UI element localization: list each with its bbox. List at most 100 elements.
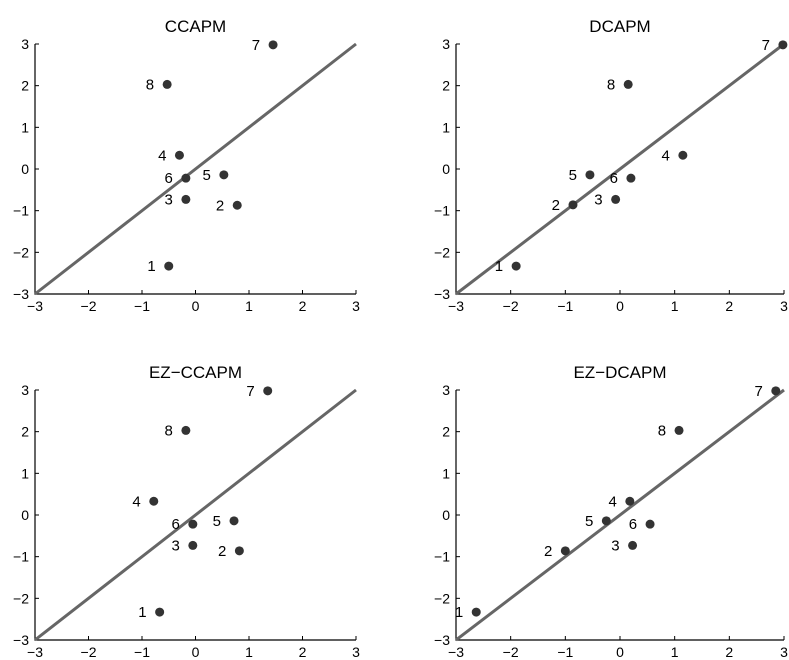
y-tick-label: 2 [21,78,29,94]
data-point [568,200,578,210]
data-point [219,170,229,180]
y-tick-label: 2 [442,424,450,440]
data-point [628,540,638,550]
data-point [585,170,595,180]
x-tick-label: 1 [245,644,253,660]
data-point [623,79,633,89]
point-label: 7 [754,383,762,400]
panel-ez-dcapm: EZ−DCAPM −3 −2 −1 0 1 2 3 −3 −2 −1 0 1 2 3 1 2 3 45 6 7 8 [434,363,788,660]
point-label: 1 [495,258,503,275]
data-point [263,386,273,396]
point-label: 6 [629,516,637,533]
y-tick-label: −1 [434,549,450,565]
x-tick-label: 2 [725,644,733,660]
point-label: 5 [569,167,577,184]
data-point [232,200,242,210]
x-tick-label: −1 [557,298,573,314]
point-label: 5 [213,513,221,530]
point-label: 8 [146,76,154,93]
chart-title: DCAPM [589,17,650,36]
point-label: 2 [552,197,560,214]
data-point [155,607,165,617]
x-tick-label: −2 [81,298,97,314]
y-tick-label: 3 [21,382,29,398]
point-label: 2 [216,197,224,214]
data-point [674,425,684,435]
data-point [164,261,174,271]
y-tick-label: −1 [13,203,29,219]
x-tick-label: 2 [725,298,733,314]
data-point [471,607,481,617]
data-point [625,496,635,506]
data-point [188,540,198,550]
point-label: 4 [662,147,670,164]
x-tick-label: 1 [671,298,679,314]
x-tick-label: 1 [671,644,679,660]
data-point [778,40,788,50]
x-tick-label: 3 [352,298,360,314]
point-label: 3 [165,191,173,208]
x-tick-label: 0 [192,644,200,660]
x-tick-label: 3 [780,298,788,314]
data-point [234,546,244,556]
data-point [229,516,239,526]
y-tick-label: 0 [442,161,450,177]
panel-ez-ccapm: EZ−CCAPM −3 −2 −1 0 1 2 3 −3 −2 −1 0 1 2 3 1 2 3 4 5 6 7 8 [13,363,360,660]
data-point [162,79,172,89]
y-tick-label: 1 [21,119,29,135]
point-label: 8 [165,422,173,439]
point-label: 4 [158,147,166,164]
x-tick-label: 3 [352,644,360,660]
chart-title: CCAPM [165,17,226,36]
data-point [626,173,636,183]
point-label: 2 [544,543,552,560]
y-tick-label: −1 [13,549,29,565]
y-tick-label: 1 [442,119,450,135]
y-tick-label: 3 [442,36,450,52]
data-point [149,496,159,506]
x-tick-label: −3 [448,644,464,660]
x-tick-label: −3 [448,298,464,314]
point-label: 6 [171,516,179,533]
data-point [771,386,781,396]
point-label: 6 [165,170,173,187]
y-tick-label: −3 [13,632,29,648]
chart-title: EZ−CCAPM [149,363,242,382]
y-tick-label: 1 [21,465,29,481]
data-point [511,261,521,271]
data-point [645,519,655,529]
reference-line [34,42,357,296]
point-label: 3 [611,537,619,554]
x-tick-label: −2 [503,644,519,660]
x-tick-label: 3 [780,644,788,660]
point-label: 4 [132,493,140,510]
reference-line [34,388,357,642]
x-tick-label: 1 [245,298,253,314]
panel-ccapm: CCAPM −3 −2 −1 0 1 2 3 −3 −2 −1 0 1 2 3 1 2 3 4 5 6 7 8 [13,17,360,314]
point-label: 5 [203,167,211,184]
y-tick-label: −1 [434,203,450,219]
panel-dcapm: DCAPM −3 −2 −1 0 1 2 3 −3 −2 −1 0 1 2 3 1 2 3 4 5 6 7 8 [434,17,788,314]
point-label: 7 [246,383,254,400]
x-tick-label: 0 [192,298,200,314]
y-tick-label: 2 [21,424,29,440]
y-tick-label: 2 [442,78,450,94]
point-label: 3 [594,191,602,208]
data-point [188,519,198,529]
data-point [678,150,688,160]
y-tick-label: 1 [442,465,450,481]
point-label: 1 [455,604,463,621]
y-tick-label: −2 [13,244,29,260]
chart-title: EZ−DCAPM [573,363,666,382]
x-tick-label: −3 [27,644,43,660]
x-tick-label: 0 [616,644,624,660]
data-point [611,194,621,204]
data-point [181,173,191,183]
data-point [181,425,191,435]
x-tick-label: −2 [81,644,97,660]
data-point [174,150,184,160]
x-tick-label: −2 [503,298,519,314]
point-label: 7 [252,37,260,54]
point-label: 1 [138,604,146,621]
reference-line [455,388,785,642]
